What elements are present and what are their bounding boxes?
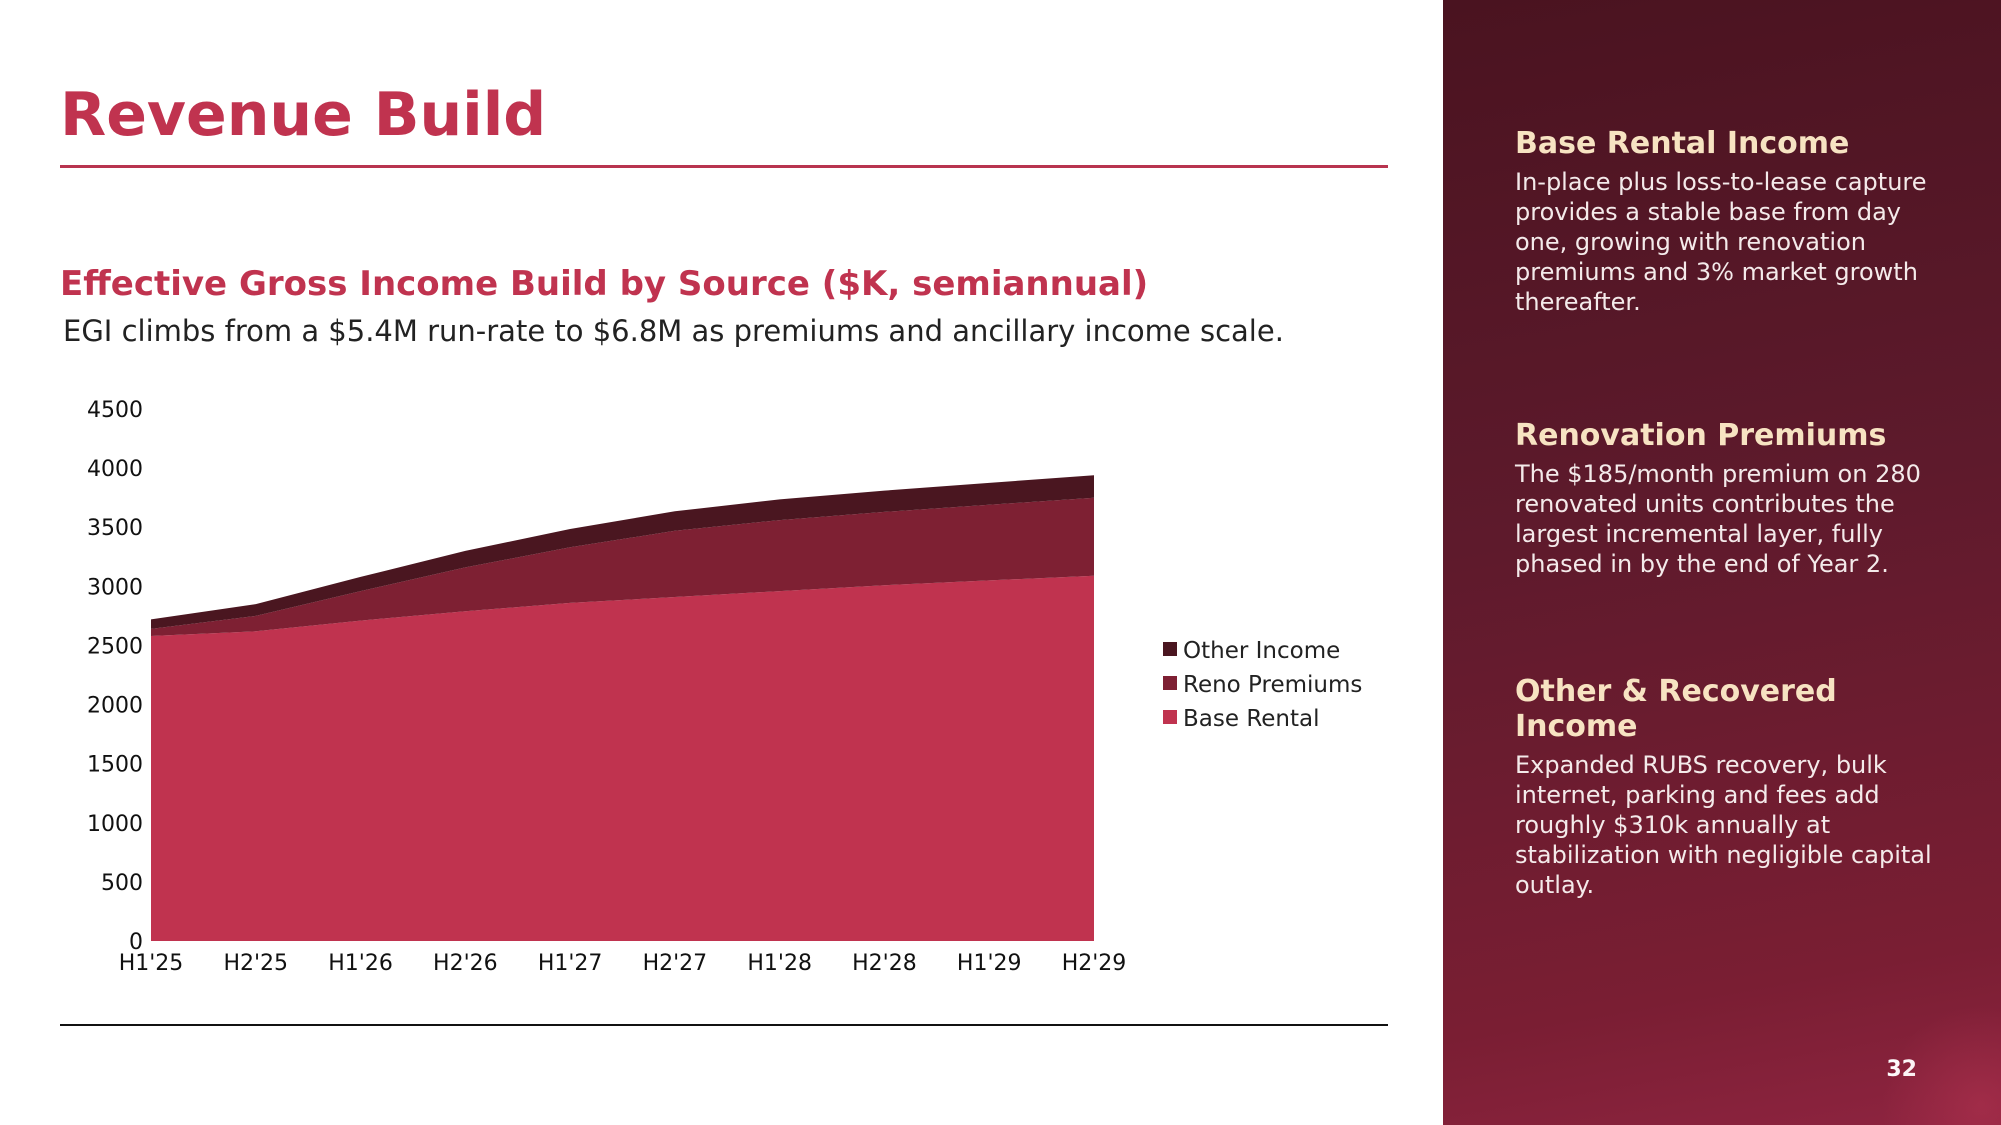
y-tick-label: 2500 bbox=[87, 634, 143, 659]
stacked-area-chart: 0 500 1000 1500 2000 2500 3000 3500 4000 4500 H1'2… bbox=[87, 398, 1362, 976]
chart-subtitle: EGI climbs from a $5.4M run-rate to $6.8… bbox=[63, 314, 1284, 348]
legend-label: Base Rental bbox=[1183, 706, 1320, 732]
y-tick-label: 1000 bbox=[87, 812, 143, 837]
x-tick-label: H1'27 bbox=[538, 951, 603, 976]
x-tick-label: H1'26 bbox=[328, 951, 393, 976]
slide-title: Revenue Build bbox=[60, 80, 547, 150]
commentary-panel: Base Rental Income In-place plus loss-to… bbox=[1443, 0, 2001, 1125]
x-tick-label: H1'28 bbox=[747, 951, 812, 976]
title-divider bbox=[60, 165, 1388, 168]
legend-swatch bbox=[1163, 710, 1177, 724]
legend-label: Reno Premiums bbox=[1183, 672, 1362, 698]
legend-label: Other Income bbox=[1183, 638, 1340, 664]
area-series-base-rental bbox=[151, 575, 1094, 941]
section-base-rental: Base Rental Income In-place plus loss-to… bbox=[1515, 126, 1955, 317]
bottom-divider bbox=[60, 1024, 1388, 1026]
section-heading: Renovation Premiums bbox=[1515, 418, 1887, 453]
page-number: 32 bbox=[1886, 1057, 1917, 1082]
section-body: Expanded RUBS recovery, bulk internet, p… bbox=[1515, 751, 1932, 899]
x-tick-label: H2'27 bbox=[643, 951, 708, 976]
y-tick-label: 0 bbox=[129, 930, 143, 955]
section-heading: Base Rental Income bbox=[1515, 126, 1850, 161]
y-tick-label: 1500 bbox=[87, 753, 143, 778]
legend-swatch bbox=[1163, 676, 1177, 690]
y-tick-label: 4500 bbox=[87, 398, 143, 423]
legend-swatch bbox=[1163, 642, 1177, 656]
y-tick-label: 3500 bbox=[87, 516, 143, 541]
x-tick-label: H1'25 bbox=[119, 951, 184, 976]
section-heading: Other & Recovered Income bbox=[1515, 674, 1837, 744]
x-tick-label: H1'29 bbox=[957, 951, 1022, 976]
section-reno-premiums: Renovation Premiums The $185/month premi… bbox=[1515, 418, 1955, 579]
x-tick-label: H2'26 bbox=[433, 951, 498, 976]
section-body: The $185/month premium on 280 renovated … bbox=[1515, 460, 1921, 578]
y-tick-label: 4000 bbox=[87, 457, 143, 482]
chart-title: Effective Gross Income Build by Source (… bbox=[60, 264, 1149, 304]
section-other-income: Other & Recovered Income Expanded RUBS r… bbox=[1515, 674, 1955, 900]
x-tick-label: H2'25 bbox=[223, 951, 288, 976]
section-body: In-place plus loss-to-lease capture prov… bbox=[1515, 168, 1927, 316]
y-tick-label: 500 bbox=[101, 871, 143, 896]
y-tick-label: 2000 bbox=[87, 694, 143, 719]
area-series-reno-premiums bbox=[151, 497, 1094, 636]
x-tick-label: H2'28 bbox=[852, 951, 917, 976]
area-series-other-income bbox=[151, 475, 1094, 629]
x-tick-label: H2'29 bbox=[1062, 951, 1127, 976]
y-tick-label: 3000 bbox=[87, 575, 143, 600]
